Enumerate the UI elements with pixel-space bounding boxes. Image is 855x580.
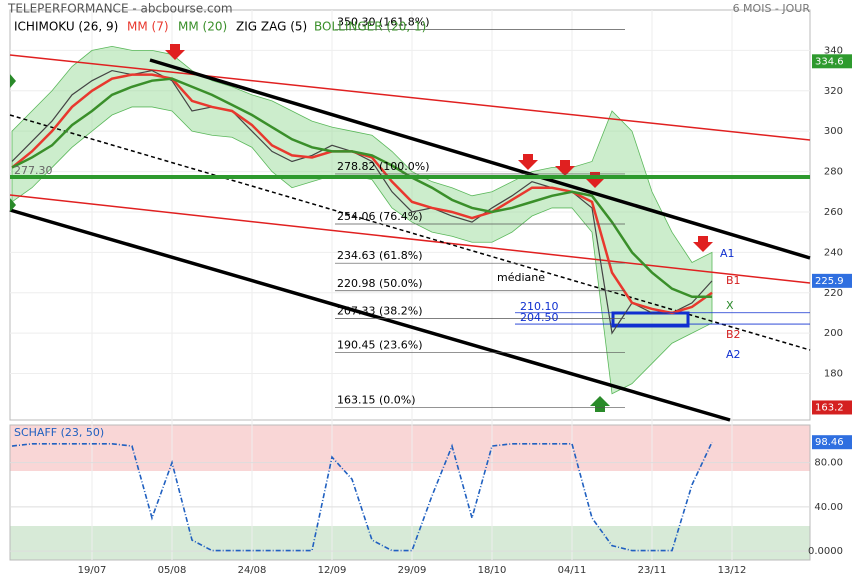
fib-label: 220.98 (50.0%)	[337, 277, 423, 290]
y-tick-label: 340	[824, 45, 843, 56]
annotation: B1	[726, 274, 741, 287]
y-tick-label: 300	[824, 126, 843, 137]
x-tick-label: 18/10	[478, 565, 507, 576]
fib-label: 163.15 (0.0%)	[337, 394, 416, 407]
x-tick-label: 24/08	[238, 565, 267, 576]
annotation: A1	[720, 247, 735, 260]
trendline	[149, 58, 811, 260]
legend-entry: ICHIMOKU (26, 9)	[14, 20, 118, 34]
trendline	[9, 54, 811, 141]
y-tick-label: 220	[824, 288, 843, 299]
annotation: B2	[726, 328, 741, 341]
y-tick-label: 180	[824, 369, 843, 380]
y-tick-label: 280	[824, 167, 843, 178]
last-value: 225.9	[815, 276, 844, 287]
schaff-frame	[9, 424, 811, 561]
sell-arrow	[165, 44, 185, 60]
legend-entry: ZIG ZAG (5)	[236, 20, 307, 34]
y-tick-label: 80.00	[814, 458, 843, 469]
last-value-box	[812, 273, 852, 288]
x-tick-label: 05/08	[158, 565, 187, 576]
sell-arrow	[693, 236, 713, 252]
buy-arrow	[590, 396, 610, 412]
series-line	[11, 77, 712, 299]
fib-label: 207.33 (38.2%)	[337, 304, 423, 317]
support-label: 277.30	[14, 164, 53, 177]
y-tick-label: 260	[824, 207, 843, 218]
last-value: 334.6	[815, 56, 844, 67]
y-tick-label: 320	[824, 86, 843, 97]
period: 6 MOIS - JOUR	[733, 2, 811, 15]
schaff-line	[11, 441, 713, 552]
x-tick-label: 04/11	[558, 565, 587, 576]
annotation: X	[726, 299, 734, 312]
last-value-box	[812, 54, 852, 69]
last-value-box	[812, 435, 852, 450]
y-tick-label: 40.00	[814, 502, 843, 513]
legend-entry: MM (20)	[178, 20, 227, 34]
y-tick-label: 0.0000	[808, 546, 843, 557]
x-tick-label: 23/11	[638, 565, 667, 576]
x-tick-label: 12/09	[318, 565, 347, 576]
x-tick-label: 19/07	[78, 565, 107, 576]
x-tick-label: 13/12	[718, 565, 747, 576]
level-label: 204.50	[520, 311, 559, 324]
last-value-box	[812, 400, 852, 415]
y-tick-label: 240	[824, 247, 843, 258]
last-value: 163.2	[815, 402, 844, 413]
price-frame	[9, 9, 811, 421]
fib-label: 190.45 (23.6%)	[337, 338, 423, 351]
series-line	[11, 69, 713, 335]
trendlines	[9, 54, 811, 422]
schaff-title: SCHAFF (23, 50)	[14, 426, 104, 439]
fib-label: 278.82 (100.0%)	[337, 160, 430, 173]
legend-entry: MM (7)	[127, 20, 169, 34]
last-value: 98.46	[815, 437, 844, 448]
trendline	[9, 208, 731, 422]
level-label: 210.10	[520, 300, 559, 313]
trendline	[9, 194, 811, 284]
x-tick-label: 29/09	[398, 565, 427, 576]
sell-arrow	[555, 160, 575, 176]
bollinger-band	[11, 45, 713, 395]
overbought-zone	[10, 425, 810, 471]
title: TELEPERFORMANCE - abcbourse.com	[7, 2, 233, 16]
annotation: A2	[726, 348, 741, 361]
annotation: médiane	[497, 271, 545, 284]
legend-entry: BOLLINGER (20, 1)	[314, 20, 426, 34]
oversold-zone	[10, 526, 810, 560]
y-tick-label: 200	[824, 328, 843, 339]
fib-label: 234.63 (61.8%)	[337, 249, 423, 262]
sell-arrow	[518, 154, 538, 170]
fib-label: 254.06 (76.4%)	[337, 210, 423, 223]
fib-label: 350.30 (161.8%)	[337, 16, 430, 29]
